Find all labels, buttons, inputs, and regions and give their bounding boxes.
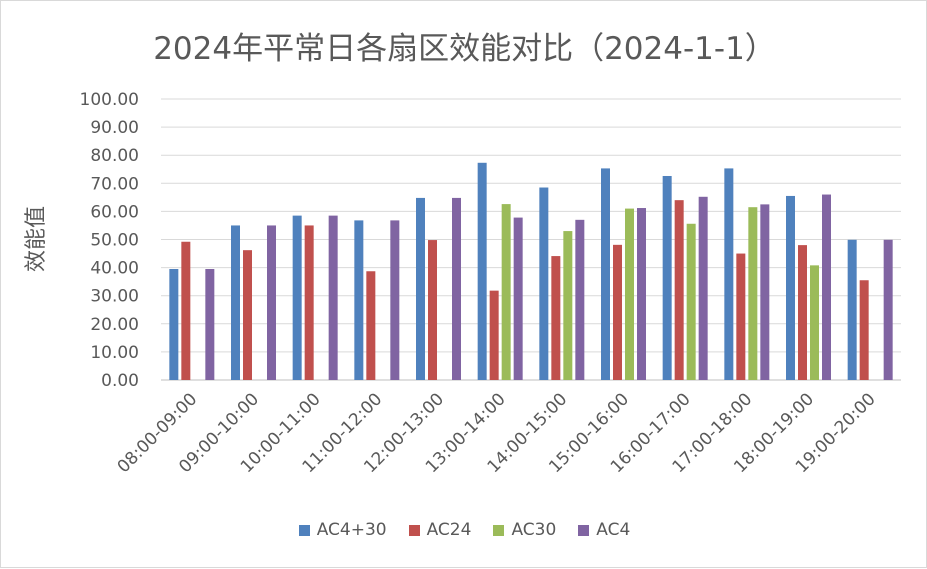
bar-ac4-6	[575, 219, 585, 380]
y-tick-labels: 0.00 10.00 20.00 30.00 40.00 50.00 60.00 70.00 8…	[80, 90, 139, 391]
bar-ac4-30-8	[662, 175, 672, 380]
bar-ac4-3	[390, 220, 400, 380]
y-tick-label: 60.00	[90, 202, 139, 222]
bar-ac24-5	[489, 290, 499, 380]
bar-ac4-4	[452, 197, 461, 380]
y-tick-label: 100.00	[80, 90, 139, 110]
bar-ac4-10	[822, 194, 831, 380]
bar-ac24-6	[551, 256, 561, 380]
legend-item: AC30	[493, 520, 556, 540]
bar-ac4-1	[267, 225, 276, 380]
y-tick-label: 20.00	[90, 315, 139, 335]
y-tick-label: 40.00	[90, 259, 139, 279]
bar-ac4-8	[698, 196, 708, 380]
legend-label: AC4+30	[316, 520, 387, 540]
legend-label: AC30	[511, 520, 557, 540]
legend-item: AC4+30	[298, 520, 387, 540]
bar-ac4-9	[760, 204, 770, 380]
bar-ac24-8	[674, 200, 684, 380]
bar-ac30-10	[810, 265, 819, 380]
y-tick-label: 0.00	[101, 371, 139, 391]
bar-ac30-8	[686, 223, 696, 380]
bar-ac4-30-10	[786, 195, 795, 380]
gridlines	[161, 98, 901, 381]
legend-swatch	[578, 524, 590, 536]
bar-ac24-7	[613, 244, 622, 380]
y-tick-label: 50.00	[90, 231, 139, 251]
y-tick-label: 80.00	[90, 146, 139, 166]
bar-ac30-6	[563, 231, 573, 380]
bar-ac4-30-11	[847, 239, 857, 380]
bar-ac4-30-1	[231, 225, 240, 380]
legend-label: AC4	[596, 520, 631, 540]
bar-ac24-10	[798, 245, 807, 380]
legend-label: AC24	[426, 520, 472, 540]
legend-swatch	[493, 524, 505, 536]
bar-ac4-30-0	[169, 269, 179, 380]
legend-swatch	[408, 524, 420, 536]
chart-title: 2024年平常日各扇区效能对比（2024-1-1）	[153, 31, 776, 67]
legend-item: AC4	[578, 520, 630, 540]
bar-ac4-30-7	[601, 168, 610, 380]
bar-ac4-30-9	[724, 168, 734, 380]
legend-swatch	[298, 524, 310, 536]
bar-ac30-7	[625, 208, 634, 380]
bar-ac30-9	[748, 207, 758, 380]
bar-ac4-2	[328, 215, 338, 380]
bar-ac24-9	[736, 253, 746, 380]
bar-ac24-0	[181, 241, 191, 380]
y-tick-label: 70.00	[90, 174, 139, 194]
bars	[169, 162, 893, 380]
bar-ac4-30-5	[477, 162, 487, 380]
legend: AC4+30 AC24 AC30 AC4	[1, 520, 927, 540]
legend-item: AC24	[408, 520, 472, 540]
bar-ac24-11	[859, 280, 869, 380]
bar-ac24-2	[304, 225, 314, 380]
bar-ac30-5	[501, 204, 511, 380]
bar-ac4-0	[205, 269, 215, 380]
bar-ac4-11	[883, 239, 893, 380]
bar-ac4-30-2	[292, 215, 302, 380]
bar-ac24-3	[366, 271, 376, 380]
bar-ac4-5	[513, 217, 523, 380]
bar-ac4-7	[637, 208, 646, 380]
y-tick-label: 30.00	[90, 287, 139, 307]
bar-ac4-30-4	[416, 197, 425, 380]
y-tick-label: 10.00	[90, 343, 139, 363]
bar-ac4-30-3	[354, 220, 364, 380]
bar-ac24-1	[243, 250, 252, 380]
y-tick-label: 90.00	[90, 118, 139, 138]
bar-ac4-30-6	[539, 187, 549, 380]
bar-ac24-4	[428, 240, 437, 380]
x-tick-labels: 08:00-09:0009:00-10:0010:00-11:0011:00-1…	[114, 389, 880, 477]
